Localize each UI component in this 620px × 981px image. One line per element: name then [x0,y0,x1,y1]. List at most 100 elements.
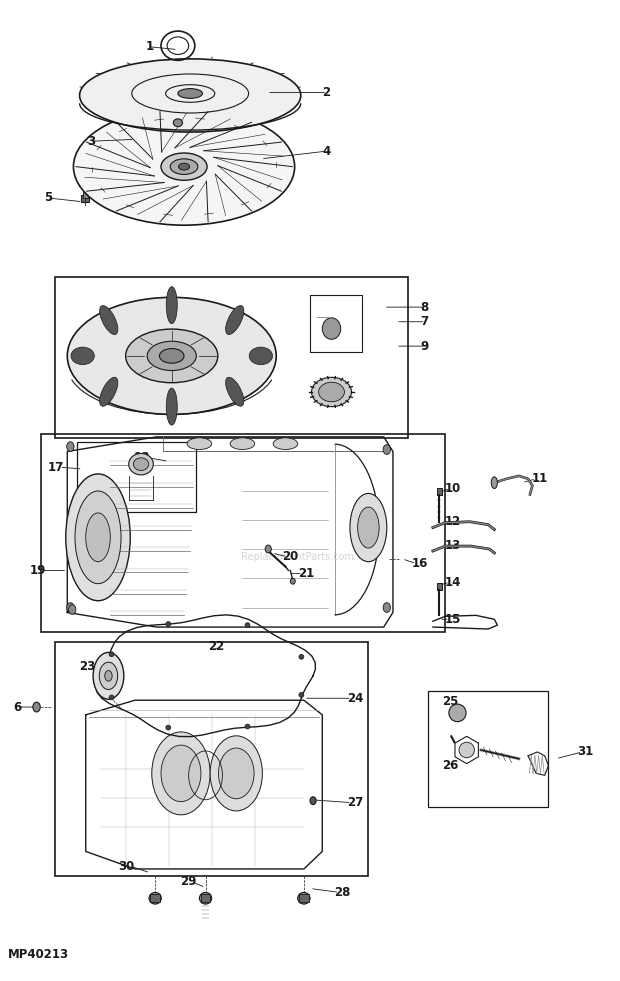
Text: ReplacementParts.com: ReplacementParts.com [241,552,354,562]
Text: 7: 7 [420,315,428,329]
Ellipse shape [67,602,74,612]
Ellipse shape [383,602,391,612]
Ellipse shape [245,623,250,628]
Ellipse shape [322,318,341,339]
Ellipse shape [230,438,255,449]
Text: 5: 5 [43,191,52,204]
Bar [55,277,409,438]
Ellipse shape [161,746,201,801]
Ellipse shape [67,441,74,451]
Ellipse shape [93,652,124,699]
Ellipse shape [358,507,379,548]
Ellipse shape [249,347,273,365]
Ellipse shape [159,348,184,363]
Ellipse shape [265,545,272,553]
Ellipse shape [173,119,182,127]
Bar [81,195,89,202]
Bar [299,895,309,903]
Ellipse shape [449,704,466,722]
Ellipse shape [105,670,112,681]
Text: 31: 31 [577,746,593,758]
Ellipse shape [350,493,387,562]
Ellipse shape [298,893,310,904]
Text: 10: 10 [445,482,461,495]
Bar [55,642,368,876]
Ellipse shape [66,474,130,600]
Ellipse shape [166,622,171,627]
Ellipse shape [166,725,171,730]
Ellipse shape [149,893,161,904]
Ellipse shape [75,490,121,584]
Ellipse shape [459,743,474,757]
Ellipse shape [226,378,244,406]
Text: 13: 13 [445,539,461,551]
Text: 24: 24 [347,692,363,704]
Ellipse shape [166,388,177,425]
Ellipse shape [210,736,262,811]
Ellipse shape [383,444,391,454]
Ellipse shape [152,732,210,815]
Text: 9: 9 [420,339,429,352]
Ellipse shape [166,286,177,324]
Text: 15: 15 [445,613,461,626]
Ellipse shape [187,438,211,449]
Ellipse shape [319,383,344,402]
Text: 14: 14 [445,576,461,589]
Ellipse shape [218,749,254,799]
Ellipse shape [299,693,304,697]
Ellipse shape [68,297,276,414]
Ellipse shape [109,695,114,699]
Ellipse shape [86,513,110,562]
Ellipse shape [71,347,94,365]
Bar [310,295,362,352]
Text: 1: 1 [145,40,153,53]
Text: 29: 29 [180,875,197,888]
Bar [201,895,210,903]
Bar [436,583,442,590]
Ellipse shape [245,724,250,729]
Ellipse shape [311,378,352,406]
Text: MP40213: MP40213 [7,948,69,960]
Bar [436,488,442,495]
Ellipse shape [126,329,218,383]
Ellipse shape [179,163,190,170]
Bar [41,434,445,632]
Text: 30: 30 [118,859,135,872]
Bar [82,181,87,198]
Text: 20: 20 [282,550,299,563]
Ellipse shape [129,453,153,475]
Text: 16: 16 [412,557,428,570]
Ellipse shape [299,654,304,659]
Text: 12: 12 [445,515,461,528]
Text: 25: 25 [442,695,458,707]
Text: 22: 22 [208,640,224,653]
Ellipse shape [109,651,114,656]
Text: 26: 26 [442,759,458,772]
Ellipse shape [161,153,207,181]
Text: 21: 21 [298,567,314,580]
Ellipse shape [147,341,197,371]
Ellipse shape [178,88,203,98]
Text: 23: 23 [79,659,95,673]
Text: 6: 6 [13,700,21,713]
Ellipse shape [100,378,118,406]
Text: 17: 17 [48,461,64,474]
Ellipse shape [290,578,295,584]
Ellipse shape [273,438,298,449]
Bar [150,895,160,903]
Bar [428,692,548,806]
Text: 28: 28 [335,886,351,899]
Ellipse shape [79,59,301,132]
Ellipse shape [310,797,316,804]
Text: 19: 19 [29,564,46,577]
Ellipse shape [73,108,294,226]
Ellipse shape [170,159,198,175]
Text: 11: 11 [531,472,547,486]
Ellipse shape [133,458,149,471]
Ellipse shape [200,893,211,904]
Bar [76,441,197,512]
Text: 2: 2 [322,86,330,99]
Text: 3: 3 [87,134,95,148]
Text: 18: 18 [134,451,150,464]
Ellipse shape [99,662,118,690]
